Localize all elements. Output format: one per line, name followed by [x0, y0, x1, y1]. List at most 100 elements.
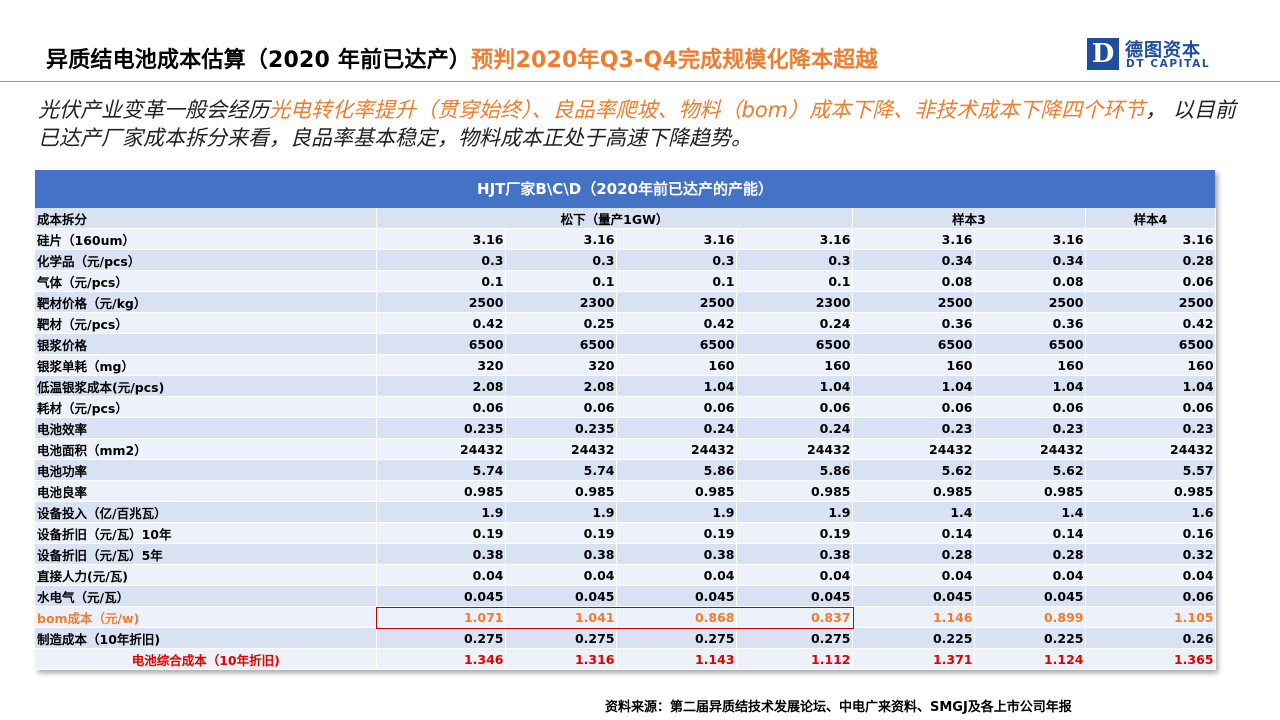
row-label: bom成本（元/w): [35, 606, 377, 628]
table-row: 直接人力(元/瓦) 0.04 0.04 0.04 0.04 0.04 0.04 0.04: [35, 564, 1216, 586]
table-row: 电池综合成本（10年折旧) 1.346 1.316 1.143 1.112 1.371 1.…: [35, 648, 1216, 670]
table-cell: 0.045: [974, 585, 1086, 607]
table-cell: 1.9: [736, 501, 853, 523]
table-row: 制造成本（10年折旧) 0.275 0.275 0.275 0.275 0.225 0.22…: [35, 627, 1216, 649]
logo-d-icon: D: [1087, 38, 1119, 70]
intro-text-2: ， 以目前已达产厂家成本拆分来看，良品率基本稳定，物料成本正处于高速下降趋势。: [38, 98, 1236, 150]
table-cell: 0.1: [505, 270, 617, 292]
table-row: 耗材（元/pcs） 0.06 0.06 0.06 0.06 0.06 0.06 0.06: [35, 396, 1216, 418]
table-cell: 2500: [616, 291, 737, 313]
table-cell: 0.08: [974, 270, 1086, 292]
table-group-header-row: 成本拆分 松下（量产1GW） 样本3 样本4: [35, 208, 1216, 229]
row-label: 水电气（元/瓦）: [35, 585, 377, 607]
group-header-sample4: 样本4: [1085, 208, 1216, 229]
table-cell: 0.045: [376, 585, 506, 607]
table-cell: 24432: [505, 438, 617, 460]
table-cell: 0.868: [616, 606, 737, 628]
table-cell: 1.346: [376, 648, 506, 670]
table-row: 水电气（元/瓦） 0.045 0.045 0.045 0.045 0.045 0.045 0.…: [35, 585, 1216, 607]
table-cell: 0.06: [974, 396, 1086, 418]
table-cell: 0.38: [736, 543, 853, 565]
table-cell: 0.045: [852, 585, 975, 607]
title-divider: [0, 81, 1280, 82]
table-cell: 0.24: [736, 417, 853, 439]
table-row: 电池效率 0.235 0.235 0.24 0.24 0.23 0.23 0.23: [35, 417, 1216, 439]
table-cell: 160: [974, 354, 1086, 376]
row-label: 化学品（元/pcs）: [35, 249, 377, 271]
row-label: 靶材价格（元/kg）: [35, 291, 377, 313]
table-cell: 1.041: [505, 606, 617, 628]
table-row: 设备折旧（元/瓦）5年 0.38 0.38 0.38 0.38 0.28 0.28 0.32: [35, 543, 1216, 565]
row-label: 设备折旧（元/瓦）5年: [35, 543, 377, 565]
table-cell: 0.1: [616, 270, 737, 292]
table-cell: 1.9: [616, 501, 737, 523]
table-cell: 2500: [974, 291, 1086, 313]
table-cell: 0.42: [1085, 312, 1216, 334]
row-label: 耗材（元/pcs）: [35, 396, 377, 418]
table-cell: 0.28: [974, 543, 1086, 565]
table-cell: 0.04: [852, 564, 975, 586]
table-cell: 0.38: [616, 543, 737, 565]
table-cell: 2.08: [505, 375, 617, 397]
table-cell: 2500: [376, 291, 506, 313]
table-row: 气体（元/pcs） 0.1 0.1 0.1 0.1 0.08 0.08 0.06: [35, 270, 1216, 292]
table-cell: 0.19: [505, 522, 617, 544]
row-label: 电池面积（mm2）: [35, 438, 377, 460]
table-cell: 0.19: [736, 522, 853, 544]
table-cell: 0.1: [376, 270, 506, 292]
table-row: 硅片（160um） 3.16 3.16 3.16 3.16 3.16 3.16 3.16: [35, 228, 1216, 250]
table-cell: 2300: [736, 291, 853, 313]
table-cell: 0.06: [1085, 270, 1216, 292]
table-cell: 0.14: [974, 522, 1086, 544]
company-logo: D 德图资本 DT CAPITAL: [1087, 38, 1217, 72]
row-label: 电池综合成本（10年折旧): [35, 648, 377, 670]
table-row: bom成本（元/w) 1.071 1.041 0.868 0.837 1.146 0.899…: [35, 606, 1216, 628]
table-cell: 0.06: [616, 396, 737, 418]
table-cell: 0.42: [376, 312, 506, 334]
table-cell: 0.06: [736, 396, 853, 418]
row-label: 制造成本（10年折旧): [35, 627, 377, 649]
table-cell: 1.04: [852, 375, 975, 397]
table-cell: 0.04: [736, 564, 853, 586]
table-cell: 0.04: [505, 564, 617, 586]
table-cell: 1.112: [736, 648, 853, 670]
table-cell: 6500: [505, 333, 617, 355]
row-label: 硅片（160um）: [35, 228, 377, 250]
table-cell: 0.985: [852, 480, 975, 502]
table-row: 银浆价格 6500 6500 6500 6500 6500 6500 6500: [35, 333, 1216, 355]
table-cell: 0.34: [852, 249, 975, 271]
table-cell: 0.985: [376, 480, 506, 502]
table-cell: 3.16: [852, 228, 975, 250]
table-cell: 3.16: [736, 228, 853, 250]
table-cell: 0.985: [1085, 480, 1216, 502]
table-cell: 6500: [1085, 333, 1216, 355]
table-cell: 1.9: [376, 501, 506, 523]
table-cell: 3.16: [505, 228, 617, 250]
table-cell: 5.74: [505, 459, 617, 481]
table-cell: 1.04: [1085, 375, 1216, 397]
table-cell: 0.275: [505, 627, 617, 649]
table-cell: 6500: [376, 333, 506, 355]
table-row: 靶材价格（元/kg） 2500 2300 2500 2300 2500 2500 2500: [35, 291, 1216, 313]
table-cell: 0.19: [376, 522, 506, 544]
table-cell: 1.365: [1085, 648, 1216, 670]
title-highlight: 预判2020年Q3-Q4完成规模化降本超越: [471, 48, 878, 73]
source-note: 资料来源：第二届异质结技术发展论坛、中电广来资料、SMGJ及各上市公司年报: [605, 700, 1072, 715]
table-cell: 6500: [616, 333, 737, 355]
table-cell: 5.86: [616, 459, 737, 481]
table-cell: 0.06: [852, 396, 975, 418]
table-cell: 0.36: [852, 312, 975, 334]
table-cell: 1.143: [616, 648, 737, 670]
group-header-sample3: 样本3: [852, 208, 1086, 229]
table-cell: 0.235: [376, 417, 506, 439]
table-cell: 0.24: [616, 417, 737, 439]
table-cell: 2.08: [376, 375, 506, 397]
table-cell: 6500: [974, 333, 1086, 355]
table-cell: 1.4: [852, 501, 975, 523]
row-label: 设备投入（亿/百兆瓦）: [35, 501, 377, 523]
table-cell: 0.985: [616, 480, 737, 502]
table-cell: 0.1: [736, 270, 853, 292]
table-cell: 0.985: [736, 480, 853, 502]
table-cell: 5.62: [852, 459, 975, 481]
table-cell: 1.071: [376, 606, 506, 628]
